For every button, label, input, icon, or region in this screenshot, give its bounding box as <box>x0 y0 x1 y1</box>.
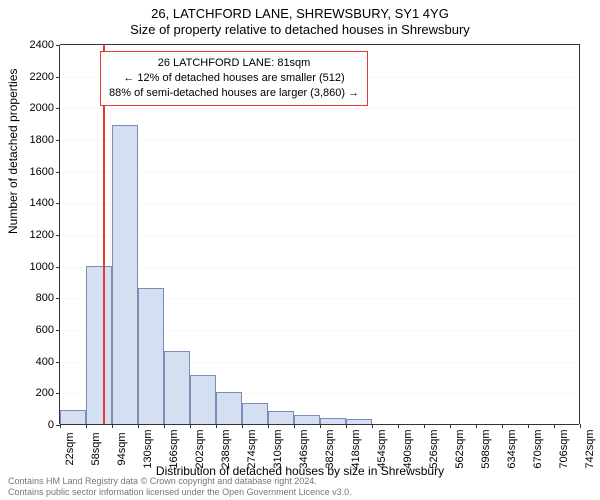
y-tick-mark <box>56 330 60 331</box>
x-tick-label: 562sqm <box>450 429 466 468</box>
y-tick-mark <box>56 393 60 394</box>
x-tick-label: 634sqm <box>502 429 518 468</box>
x-tick-label: 22sqm <box>60 432 76 465</box>
y-tick-mark <box>56 108 60 109</box>
x-tick-label: 346sqm <box>294 429 310 468</box>
x-tick-label: 490sqm <box>398 429 414 468</box>
y-tick-mark <box>56 77 60 78</box>
x-tick-label: 742sqm <box>580 429 596 468</box>
x-tick-label: 166sqm <box>164 429 180 468</box>
x-tick-mark <box>294 424 295 428</box>
page-title-main: 26, LATCHFORD LANE, SHREWSBURY, SY1 4YG <box>0 0 600 21</box>
annotation-line3: 88% of semi-detached houses are larger (… <box>109 86 359 101</box>
histogram-bar <box>242 403 268 424</box>
x-tick-mark <box>528 424 529 428</box>
y-tick-mark <box>56 45 60 46</box>
histogram-bar <box>268 411 294 424</box>
annotation-box: 26 LATCHFORD LANE: 81sqm← 12% of detache… <box>100 51 368 106</box>
x-tick-mark <box>554 424 555 428</box>
x-tick-mark <box>476 424 477 428</box>
annotation-line2: ← 12% of detached houses are smaller (51… <box>109 71 359 86</box>
x-tick-label: 238sqm <box>216 429 232 468</box>
y-tick-mark <box>56 172 60 173</box>
attribution-line2: Contains public sector information licen… <box>8 487 352 498</box>
x-tick-mark <box>268 424 269 428</box>
histogram-bar <box>216 392 242 424</box>
x-tick-mark <box>242 424 243 428</box>
x-tick-mark <box>138 424 139 428</box>
y-tick-mark <box>56 203 60 204</box>
y-tick-mark <box>56 298 60 299</box>
x-tick-label: 706sqm <box>554 429 570 468</box>
histogram-bar <box>346 419 372 424</box>
attribution-text: Contains HM Land Registry data © Crown c… <box>8 476 352 498</box>
x-tick-mark <box>86 424 87 428</box>
x-tick-label: 670sqm <box>528 429 544 468</box>
x-tick-mark <box>346 424 347 428</box>
x-tick-mark <box>112 424 113 428</box>
x-tick-mark <box>60 424 61 428</box>
x-tick-label: 598sqm <box>476 429 492 468</box>
x-tick-label: 94sqm <box>112 432 128 465</box>
x-tick-label: 310sqm <box>268 429 284 468</box>
x-tick-label: 274sqm <box>242 429 258 468</box>
histogram-bar <box>294 415 320 424</box>
x-tick-mark <box>502 424 503 428</box>
x-tick-mark <box>164 424 165 428</box>
histogram-bar <box>60 410 86 424</box>
histogram-bar <box>86 266 112 424</box>
x-tick-mark <box>424 424 425 428</box>
y-tick-mark <box>56 140 60 141</box>
x-tick-mark <box>372 424 373 428</box>
histogram-bar <box>112 125 138 424</box>
y-tick-mark <box>56 362 60 363</box>
x-tick-label: 202sqm <box>190 429 206 468</box>
x-tick-mark <box>398 424 399 428</box>
attribution-line1: Contains HM Land Registry data © Crown c… <box>8 476 352 487</box>
histogram-bar <box>164 351 190 424</box>
chart-area: 0200400600800100012001400160018002000220… <box>60 44 580 424</box>
annotation-line1: 26 LATCHFORD LANE: 81sqm <box>109 56 359 71</box>
y-axis-label: Number of detached properties <box>6 69 20 234</box>
x-tick-mark <box>450 424 451 428</box>
x-tick-label: 58sqm <box>86 432 102 465</box>
histogram-bar <box>190 375 216 424</box>
y-tick-mark <box>56 235 60 236</box>
x-tick-label: 382sqm <box>320 429 336 468</box>
x-tick-label: 454sqm <box>372 429 388 468</box>
x-tick-mark <box>216 424 217 428</box>
x-tick-mark <box>320 424 321 428</box>
histogram-bar <box>138 288 164 424</box>
x-tick-mark <box>580 424 581 428</box>
x-tick-label: 130sqm <box>138 429 154 468</box>
y-tick-mark <box>56 267 60 268</box>
gridline <box>60 108 579 109</box>
plot-area: 0200400600800100012001400160018002000220… <box>60 45 579 424</box>
page-title-sub: Size of property relative to detached ho… <box>0 21 600 37</box>
x-tick-mark <box>190 424 191 428</box>
x-tick-label: 418sqm <box>346 429 362 468</box>
histogram-bar <box>320 418 346 424</box>
x-tick-label: 526sqm <box>424 429 440 468</box>
